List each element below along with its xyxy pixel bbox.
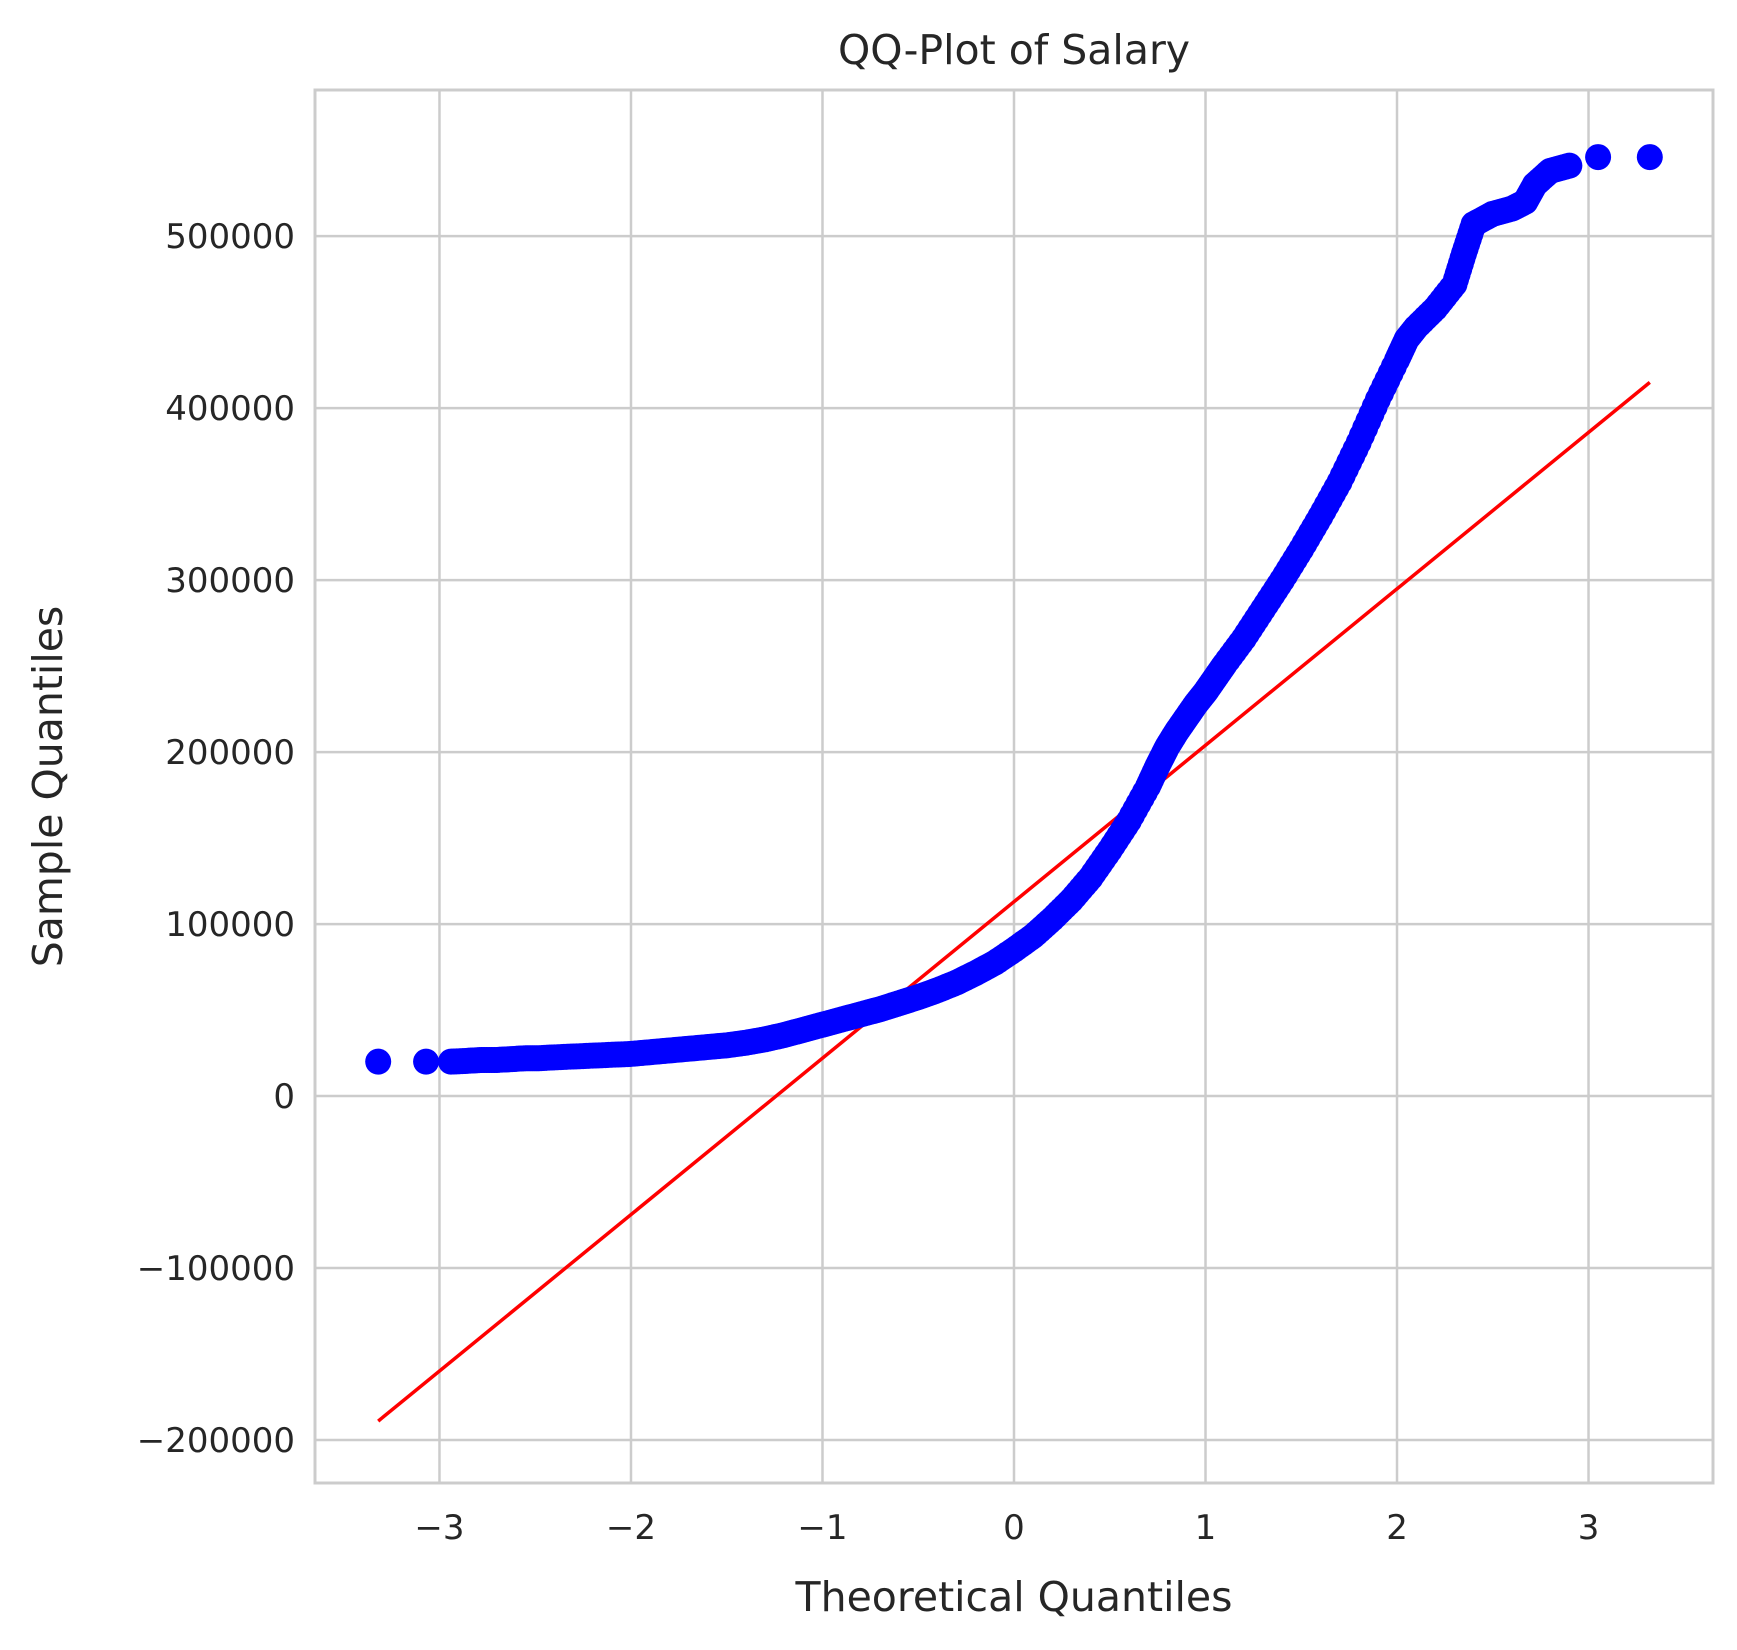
x-tick-label: −2 (606, 1508, 656, 1548)
x-tick-label: 3 (1578, 1508, 1600, 1548)
grid-lines (315, 90, 1713, 1483)
y-tick-label: 0 (273, 1077, 295, 1117)
y-tick-label: 400000 (165, 389, 295, 429)
y-tick-label: 300000 (165, 561, 295, 601)
y-axis-label: Sample Quantiles (24, 606, 72, 968)
x-tick-label: 0 (1003, 1508, 1025, 1548)
data-point (1585, 144, 1612, 171)
points-layer (365, 144, 1663, 1075)
chart-title: QQ-Plot of Salary (838, 26, 1190, 74)
y-tick-label: 200000 (165, 733, 295, 773)
data-point (1553, 153, 1580, 180)
y-tick-label: −100000 (137, 1249, 295, 1289)
data-point (1636, 144, 1663, 171)
y-tick-labels: −200000 −100000 0 100000 200000 300000 400000 5… (137, 217, 295, 1461)
reference-line (377, 381, 1651, 1423)
x-tick-label: −3 (414, 1508, 464, 1548)
x-tick-label: 1 (1195, 1508, 1217, 1548)
data-point (413, 1048, 440, 1075)
x-tick-label: 2 (1386, 1508, 1408, 1548)
reference-line-layer (377, 381, 1651, 1423)
data-point (365, 1048, 392, 1075)
x-tick-label: −1 (797, 1508, 847, 1548)
x-axis-label: Theoretical Quantiles (795, 1573, 1233, 1621)
plot-frame (313, 88, 1715, 1485)
y-tick-label: 500000 (165, 217, 295, 257)
x-tick-labels: −3 −2 −1 0 1 2 3 (414, 1508, 1599, 1548)
y-tick-label: 100000 (165, 905, 295, 945)
y-tick-label: −200000 (137, 1421, 295, 1461)
